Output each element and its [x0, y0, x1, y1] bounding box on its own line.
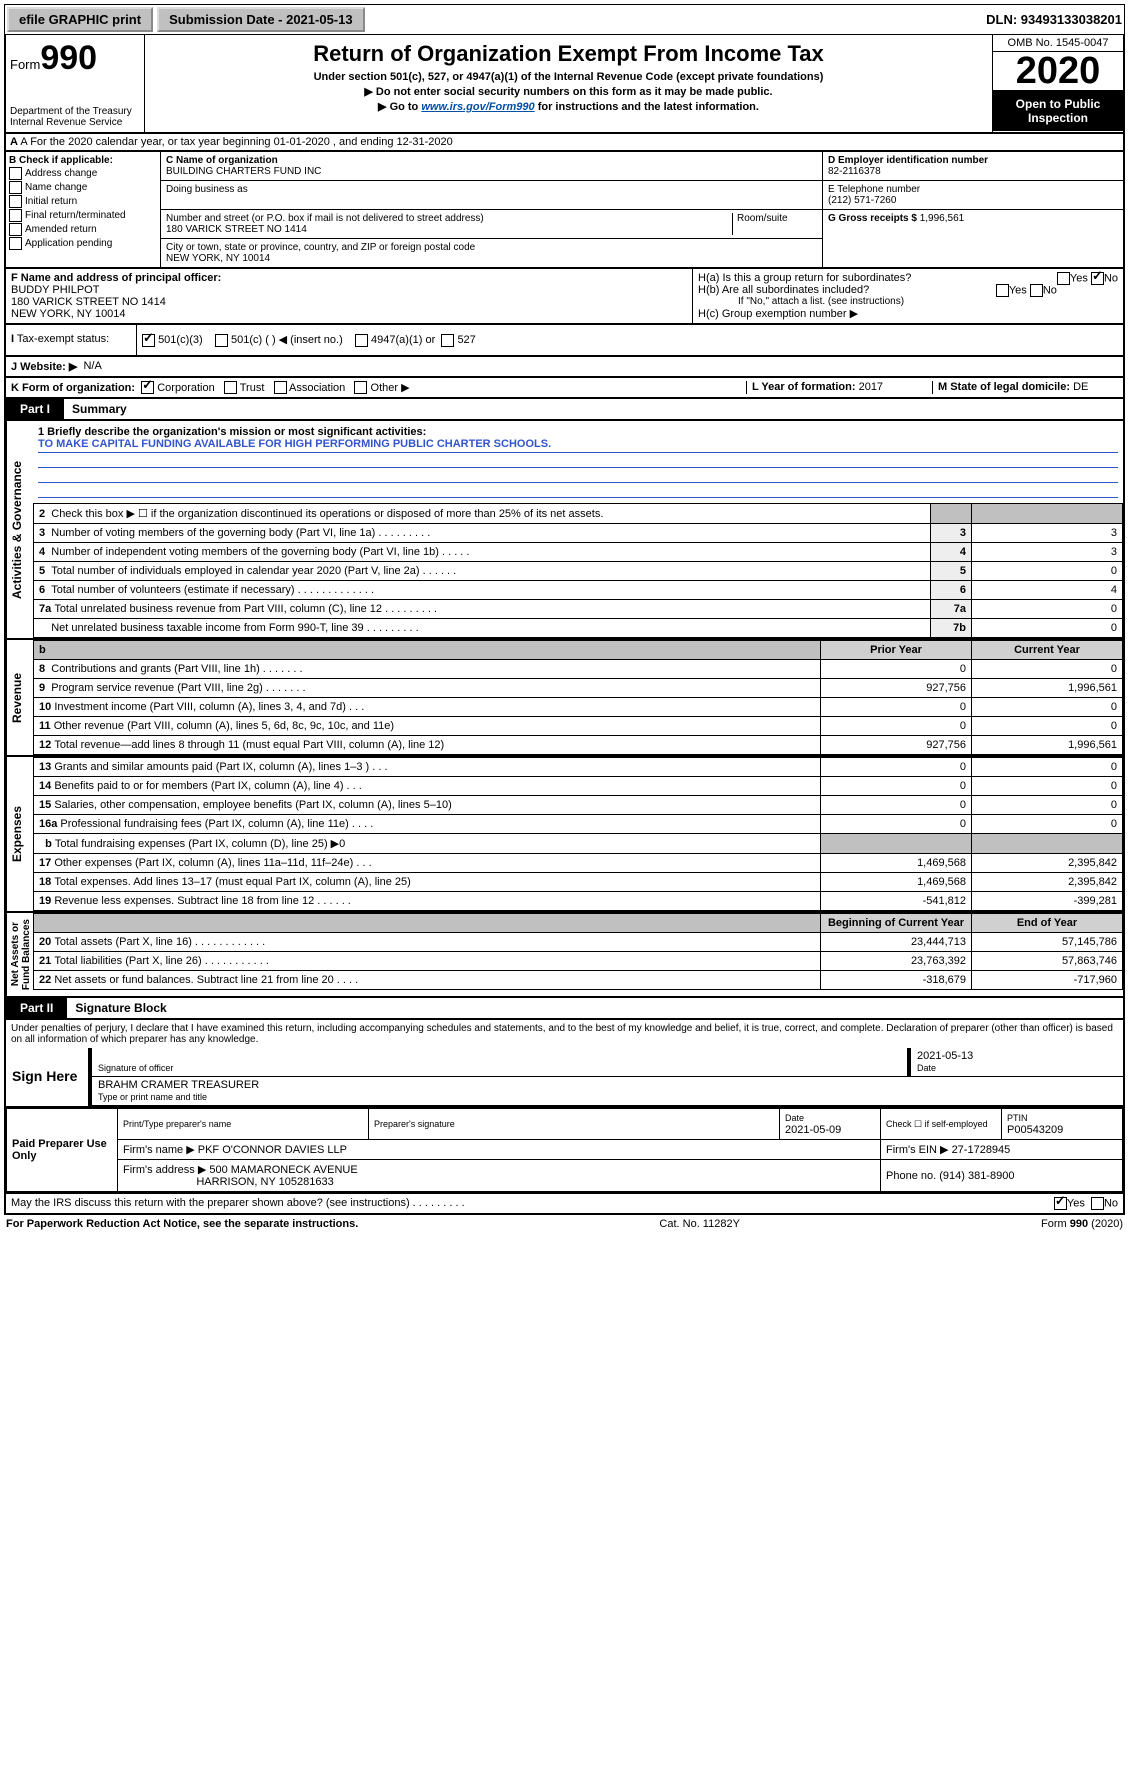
phone: (212) 571-7260	[828, 195, 896, 206]
note2: ▶ Go to www.irs.gov/Form990 for instruct…	[151, 100, 986, 113]
section-governance: Activities & Governance 1 Briefly descri…	[4, 421, 1125, 640]
mission-text: TO MAKE CAPITAL FUNDING AVAILABLE FOR HI…	[38, 438, 1118, 453]
topbar: efile GRAPHIC print Submission Date - 20…	[4, 4, 1125, 35]
officer-name: BRAHM CRAMER TREASURER	[98, 1079, 259, 1091]
form-label: Form990	[10, 39, 140, 78]
preparer-block: Paid Preparer Use Only Print/Type prepar…	[4, 1108, 1125, 1194]
tax-year: 2020	[993, 52, 1123, 91]
info-grid: B Check if applicable: Address change Na…	[4, 152, 1125, 269]
open-public: Open to Public Inspection	[993, 91, 1123, 131]
part2-header: Part II Signature Block	[4, 998, 1125, 1020]
part1-header: Part I Summary	[4, 399, 1125, 421]
h-a: H(a) Is this a group return for subordin…	[698, 272, 1118, 284]
section-expenses: Expenses 13 Grants and similar amounts p…	[4, 757, 1125, 913]
gross-receipts: 1,996,561	[920, 213, 965, 224]
discuss-row: May the IRS discuss this return with the…	[4, 1194, 1125, 1215]
submission-btn[interactable]: Submission Date - 2021-05-13	[157, 7, 365, 32]
section-netassets: Net Assets orFund Balances Beginning of …	[4, 913, 1125, 998]
dept: Department of the Treasury Internal Reve…	[10, 106, 140, 128]
row-a: A A For the 2020 calendar year, or tax y…	[4, 134, 1125, 152]
row-j: J Website: ▶ N/A	[4, 357, 1125, 378]
street: 180 VARICK STREET NO 1414	[166, 224, 307, 235]
box-b: B Check if applicable: Address change Na…	[6, 152, 161, 267]
footer: For Paperwork Reduction Act Notice, see …	[4, 1215, 1125, 1233]
section-revenue: Revenue bPrior YearCurrent Year 8 Contri…	[4, 640, 1125, 757]
org-name: BUILDING CHARTERS FUND INC	[166, 166, 321, 177]
row-i: I Tax-exempt status: 501(c)(3) 501(c) ( …	[4, 325, 1125, 357]
irs-link[interactable]: www.irs.gov/Form990	[421, 101, 534, 113]
firm-name: PKF O'CONNOR DAVIES LLP	[198, 1144, 347, 1156]
form-header: Form990 Department of the Treasury Inter…	[4, 35, 1125, 134]
efile-btn[interactable]: efile GRAPHIC print	[7, 7, 153, 32]
form-title: Return of Organization Exempt From Incom…	[151, 41, 986, 67]
signature-block: Under penalties of perjury, I declare th…	[4, 1020, 1125, 1108]
dln: DLN: 93493133038201	[986, 12, 1122, 27]
subtitle: Under section 501(c), 527, or 4947(a)(1)…	[151, 71, 986, 83]
ein: 82-2116378	[828, 166, 881, 177]
note1: ▶ Do not enter social security numbers o…	[151, 85, 986, 98]
row-f-h: F Name and address of principal officer:…	[4, 269, 1125, 325]
h-c: H(c) Group exemption number ▶	[698, 307, 1118, 320]
city: NEW YORK, NY 10014	[166, 253, 270, 264]
row-k-l-m: K Form of organization: Corporation Trus…	[4, 378, 1125, 400]
h-b: H(b) Are all subordinates included? Yes …	[698, 284, 1118, 296]
